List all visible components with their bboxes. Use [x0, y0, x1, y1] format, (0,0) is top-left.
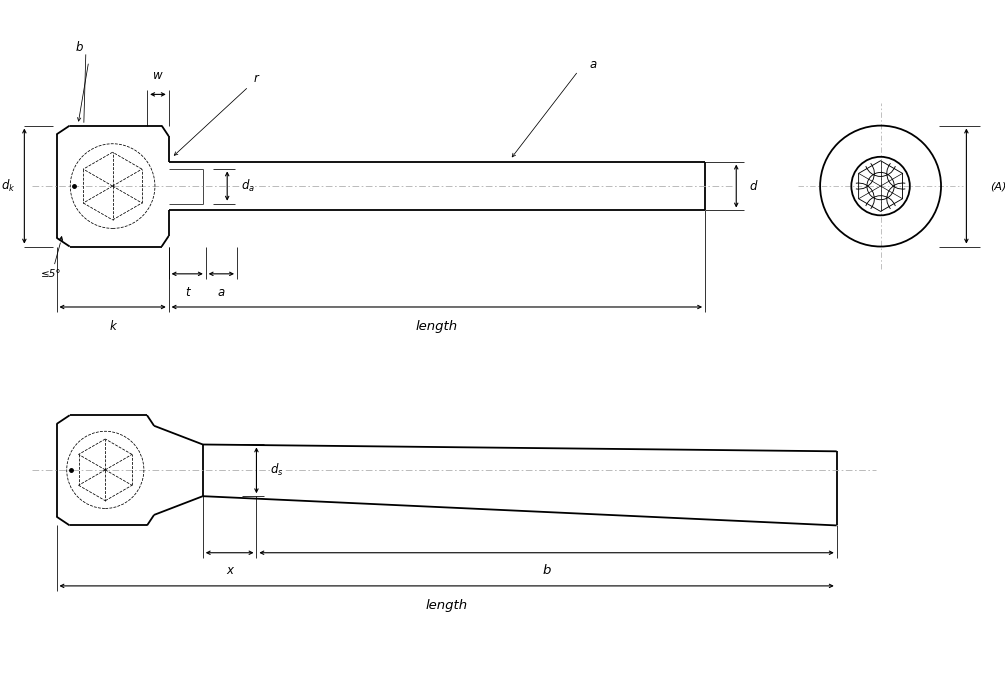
Text: b: b [75, 41, 82, 54]
Text: t: t [185, 286, 190, 298]
Text: $d_s$: $d_s$ [270, 462, 283, 478]
Text: ≤5°: ≤5° [41, 268, 62, 279]
Text: length: length [425, 599, 467, 612]
Text: k: k [110, 320, 116, 333]
Text: (A): (A) [990, 181, 1005, 191]
Text: $d_k$: $d_k$ [1, 178, 16, 194]
Text: a: a [589, 57, 597, 71]
Text: $d_a$: $d_a$ [241, 178, 255, 194]
Text: b: b [543, 565, 551, 577]
Text: a: a [218, 286, 225, 298]
Text: r: r [254, 72, 259, 85]
Text: w: w [153, 69, 163, 82]
Text: x: x [226, 565, 233, 577]
Text: length: length [416, 320, 458, 333]
Text: d: d [750, 179, 758, 192]
